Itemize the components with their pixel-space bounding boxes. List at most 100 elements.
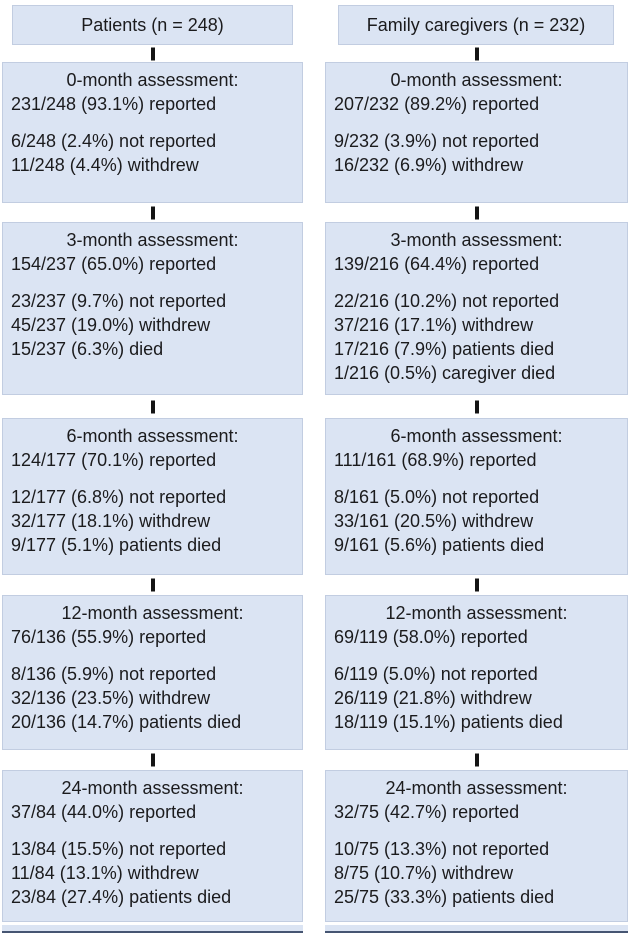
caregivers-column: Family caregivers (n = 232) 0-month asse…	[325, 5, 628, 933]
stat-line: 8/75 (10.7%) withdrew	[334, 863, 514, 883]
patients-column: Patients (n = 248) 0-month assessment: 2…	[2, 5, 303, 933]
caregivers-header-box: Family caregivers (n = 232)	[338, 5, 614, 45]
box-title: 6-month assessment:	[390, 426, 563, 446]
connector-line	[150, 753, 155, 767]
stat-line: 11/84 (13.1%) withdrew	[11, 863, 199, 883]
connector-line	[474, 753, 479, 767]
connector-line	[150, 400, 155, 413]
stat-group: 22/216 (10.2%) not reported 37/216 (17.1…	[334, 289, 619, 385]
stat-line: 23/84 (27.4%) patients died	[11, 887, 232, 907]
caregivers-12-month-box: 12-month assessment: 69/119 (58.0%) repo…	[325, 595, 628, 750]
stat-group: 6/248 (2.4%) not reported 11/248 (4.4%) …	[11, 129, 294, 177]
stat-line: 9/177 (5.1%) patients died	[11, 535, 222, 555]
stat-line-reported: 231/248 (93.1%) reported	[11, 94, 217, 114]
stat-line: 10/75 (13.3%) not reported	[334, 839, 550, 859]
stat-line: 20/136 (14.7%) patients died	[11, 712, 242, 732]
caregivers-header-label: Family caregivers (n = 232)	[366, 14, 586, 35]
stat-group: 8/136 (5.9%) not reported 32/136 (23.5%)…	[11, 662, 294, 734]
box-title: 3-month assessment:	[390, 230, 563, 250]
connector-gap	[325, 750, 628, 770]
stat-line: 23/237 (9.7%) not reported	[11, 291, 227, 311]
stat-line-reported: 76/136 (55.9%) reported	[11, 627, 207, 647]
connector-gap	[325, 395, 628, 418]
stat-line: 32/177 (18.1%) withdrew	[11, 511, 211, 531]
caregivers-24-month-box: 24-month assessment: 32/75 (42.7%) repor…	[325, 770, 628, 922]
stat-line: 13/84 (15.5%) not reported	[11, 839, 227, 859]
stat-line: 12/177 (6.8%) not reported	[11, 487, 227, 507]
cutoff-next-box-strip	[2, 925, 303, 933]
connector-gap	[2, 575, 303, 595]
connector-gap	[2, 45, 303, 62]
stat-line: 45/237 (19.0%) withdrew	[11, 315, 211, 335]
stat-line: 25/75 (33.3%) patients died	[334, 887, 555, 907]
connector-line	[474, 400, 479, 413]
caregivers-6-month-box: 6-month assessment: 111/161 (68.9%) repo…	[325, 418, 628, 575]
stat-line: 32/136 (23.5%) withdrew	[11, 688, 211, 708]
patients-0-month-box: 0-month assessment: 231/248 (93.1%) repo…	[2, 62, 303, 203]
stat-line: 8/136 (5.9%) not reported	[11, 664, 217, 684]
stat-line: 6/248 (2.4%) not reported	[11, 131, 217, 151]
connector-gap	[2, 750, 303, 770]
stat-line-reported: 124/177 (70.1%) reported	[11, 450, 217, 470]
stat-line: 33/161 (20.5%) withdrew	[334, 511, 534, 531]
box-title: 0-month assessment:	[390, 70, 563, 90]
stat-group: 9/232 (3.9%) not reported 16/232 (6.9%) …	[334, 129, 619, 177]
caregivers-3-month-box: 3-month assessment: 139/216 (64.4%) repo…	[325, 222, 628, 395]
stat-line: 9/232 (3.9%) not reported	[334, 131, 540, 151]
connector-line	[474, 206, 479, 219]
stat-group: 10/75 (13.3%) not reported 8/75 (10.7%) …	[334, 837, 619, 909]
connector-line	[150, 206, 155, 219]
stat-group: 13/84 (15.5%) not reported 11/84 (13.1%)…	[11, 837, 294, 909]
connector-gap	[325, 203, 628, 222]
stat-line: 6/119 (5.0%) not reported	[334, 664, 538, 684]
stat-line-reported: 111/161 (68.9%) reported	[334, 450, 537, 470]
cutoff-next-box-strip	[325, 925, 628, 933]
stat-line: 22/216 (10.2%) not reported	[334, 291, 560, 311]
box-title: 3-month assessment:	[66, 230, 239, 250]
caregivers-0-month-box: 0-month assessment: 207/232 (89.2%) repo…	[325, 62, 628, 203]
stat-line-reported: 207/232 (89.2%) reported	[334, 94, 540, 114]
box-gap	[2, 922, 303, 925]
stat-line: 11/248 (4.4%) withdrew	[11, 155, 199, 175]
connector-gap	[325, 575, 628, 595]
stat-group: 12/177 (6.8%) not reported 32/177 (18.1%…	[11, 485, 294, 557]
stat-line: 37/216 (17.1%) withdrew	[334, 315, 534, 335]
stat-line: 26/119 (21.8%) withdrew	[334, 688, 532, 708]
stat-line-reported: 139/216 (64.4%) reported	[334, 254, 540, 274]
connector-gap	[2, 395, 303, 418]
connector-gap	[325, 45, 628, 62]
connector-line	[150, 47, 155, 60]
stat-line: 8/161 (5.0%) not reported	[334, 487, 540, 507]
box-title: 0-month assessment:	[66, 70, 239, 90]
stat-line: 16/232 (6.9%) withdrew	[334, 155, 524, 175]
box-title: 6-month assessment:	[66, 426, 239, 446]
stat-group: 8/161 (5.0%) not reported 33/161 (20.5%)…	[334, 485, 619, 557]
patients-header-box: Patients (n = 248)	[12, 5, 293, 45]
patients-header-label: Patients (n = 248)	[81, 14, 224, 35]
box-gap	[325, 922, 628, 925]
box-title: 24-month assessment:	[385, 778, 568, 798]
box-title: 12-month assessment:	[385, 603, 568, 623]
connector-gap	[2, 203, 303, 222]
stat-group: 23/237 (9.7%) not reported 45/237 (19.0%…	[11, 289, 294, 361]
stat-group: 6/119 (5.0%) not reported 26/119 (21.8%)…	[334, 662, 619, 734]
patients-3-month-box: 3-month assessment: 154/237 (65.0%) repo…	[2, 222, 303, 395]
connector-line	[474, 578, 479, 592]
box-title: 12-month assessment:	[61, 603, 244, 623]
stat-line-reported: 69/119 (58.0%) reported	[334, 627, 528, 647]
stat-line-reported: 37/84 (44.0%) reported	[11, 802, 197, 822]
stat-line: 17/216 (7.9%) patients died	[334, 339, 555, 359]
patients-24-month-box: 24-month assessment: 37/84 (44.0%) repor…	[2, 770, 303, 922]
patients-12-month-box: 12-month assessment: 76/136 (55.9%) repo…	[2, 595, 303, 750]
stat-line-reported: 154/237 (65.0%) reported	[11, 254, 217, 274]
connector-line	[150, 578, 155, 592]
patients-6-month-box: 6-month assessment: 124/177 (70.1%) repo…	[2, 418, 303, 575]
stat-line: 9/161 (5.6%) patients died	[334, 535, 545, 555]
stat-line-reported: 32/75 (42.7%) reported	[334, 802, 520, 822]
box-title: 24-month assessment:	[61, 778, 244, 798]
stat-line: 18/119 (15.1%) patients died	[334, 712, 563, 732]
stat-line: 1/216 (0.5%) caregiver died	[334, 363, 556, 383]
stat-line: 15/237 (6.3%) died	[11, 339, 164, 359]
connector-line	[474, 47, 479, 60]
